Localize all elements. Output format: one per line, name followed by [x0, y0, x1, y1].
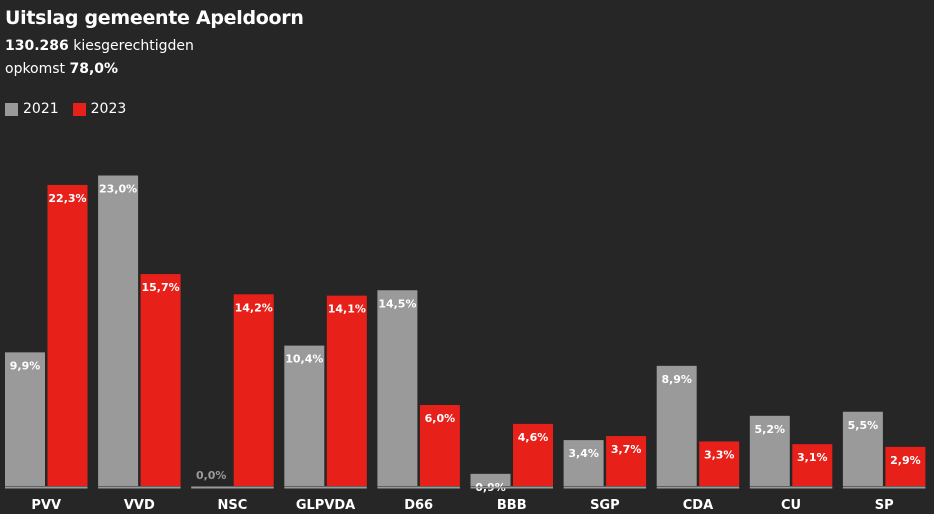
electorate-value: 130.286 — [5, 38, 69, 54]
category-label-bbb: BBB — [497, 498, 527, 513]
data-label-pvv-2023: 22,3% — [48, 192, 86, 205]
bar-cu-2021 — [749, 415, 790, 486]
data-label-d66-2023: 6,0% — [425, 412, 456, 425]
turnout-label: opkomst — [5, 61, 70, 77]
legend-label-2021: 2021 — [23, 101, 59, 117]
category-label-cda: CDA — [683, 498, 713, 513]
bar-sgp-2021 — [563, 440, 604, 486]
category-label-nsc: NSC — [218, 498, 248, 513]
data-label-sgp-2023: 3,7% — [611, 443, 642, 456]
category-label-d66: D66 — [404, 498, 433, 513]
turnout-line: opkomst 78,0% — [5, 61, 118, 77]
data-label-glpvda-2021: 10,4% — [285, 353, 323, 366]
bar-bbb-2023 — [513, 423, 553, 486]
bar-nsc-2023 — [233, 294, 274, 486]
electorate-line: 130.286 kiesgerechtigden — [5, 38, 194, 54]
data-label-nsc-2021: 0,0% — [196, 469, 227, 482]
legend-label-2023: 2023 — [90, 101, 127, 117]
bar-d66-2021 — [377, 290, 418, 486]
data-label-sp-2023: 2,9% — [890, 454, 921, 467]
data-label-cu-2021: 5,2% — [755, 423, 786, 436]
bar-cda-2021 — [656, 365, 697, 486]
turnout-value: 78,0% — [69, 61, 119, 77]
data-label-cda-2023: 3,3% — [704, 448, 735, 461]
bar-pvv-2023 — [47, 184, 88, 486]
data-label-vvd-2023: 15,7% — [142, 281, 180, 294]
category-label-glpvda: GLPVDA — [296, 498, 355, 513]
data-label-glpvda-2023: 14,1% — [328, 303, 366, 316]
data-label-sp-2021: 5,5% — [848, 419, 879, 432]
data-label-nsc-2023: 14,2% — [235, 301, 273, 314]
bar-cu-2023 — [792, 444, 833, 486]
bar-vvd-2021 — [98, 175, 139, 486]
electorate-label: kiesgerechtigden — [68, 38, 194, 54]
bar-sp-2021 — [842, 411, 883, 486]
data-label-bbb-2023: 4,6% — [518, 431, 549, 444]
data-label-sgp-2021: 3,4% — [568, 447, 599, 460]
category-label-cu: CU — [781, 498, 801, 513]
bar-bbb-2021 — [470, 473, 511, 486]
data-label-vvd-2021: 23,0% — [99, 183, 137, 196]
category-label-sgp: SGP — [590, 498, 620, 513]
legend-item-2021: 2021 — [5, 101, 59, 117]
chart-legend: 2021 2023 — [5, 101, 140, 117]
bar-cda-2023 — [699, 441, 740, 486]
category-label-pvv: PVV — [31, 498, 61, 513]
category-label-vvd: VVD — [124, 498, 155, 513]
legend-swatch-2021 — [5, 102, 18, 116]
data-label-cda-2021: 8,9% — [661, 373, 692, 386]
bar-glpvda-2021 — [284, 345, 325, 486]
bar-sp-2023 — [885, 446, 926, 486]
bar-pvv-2021 — [5, 352, 45, 486]
bar-glpvda-2023 — [326, 295, 367, 486]
chart-title: Uitslag gemeente Apeldoorn — [5, 7, 304, 29]
data-label-pvv-2021: 9,9% — [10, 359, 41, 372]
data-label-d66-2021: 14,5% — [378, 297, 416, 310]
bar-d66-2023 — [419, 405, 460, 486]
bar-vvd-2023 — [140, 274, 181, 486]
category-label-sp: SP — [875, 498, 894, 513]
legend-item-2023: 2023 — [72, 101, 127, 117]
bar-sgp-2023 — [606, 436, 647, 486]
legend-swatch-2023 — [72, 102, 86, 116]
data-label-cu-2023: 3,1% — [797, 451, 828, 464]
